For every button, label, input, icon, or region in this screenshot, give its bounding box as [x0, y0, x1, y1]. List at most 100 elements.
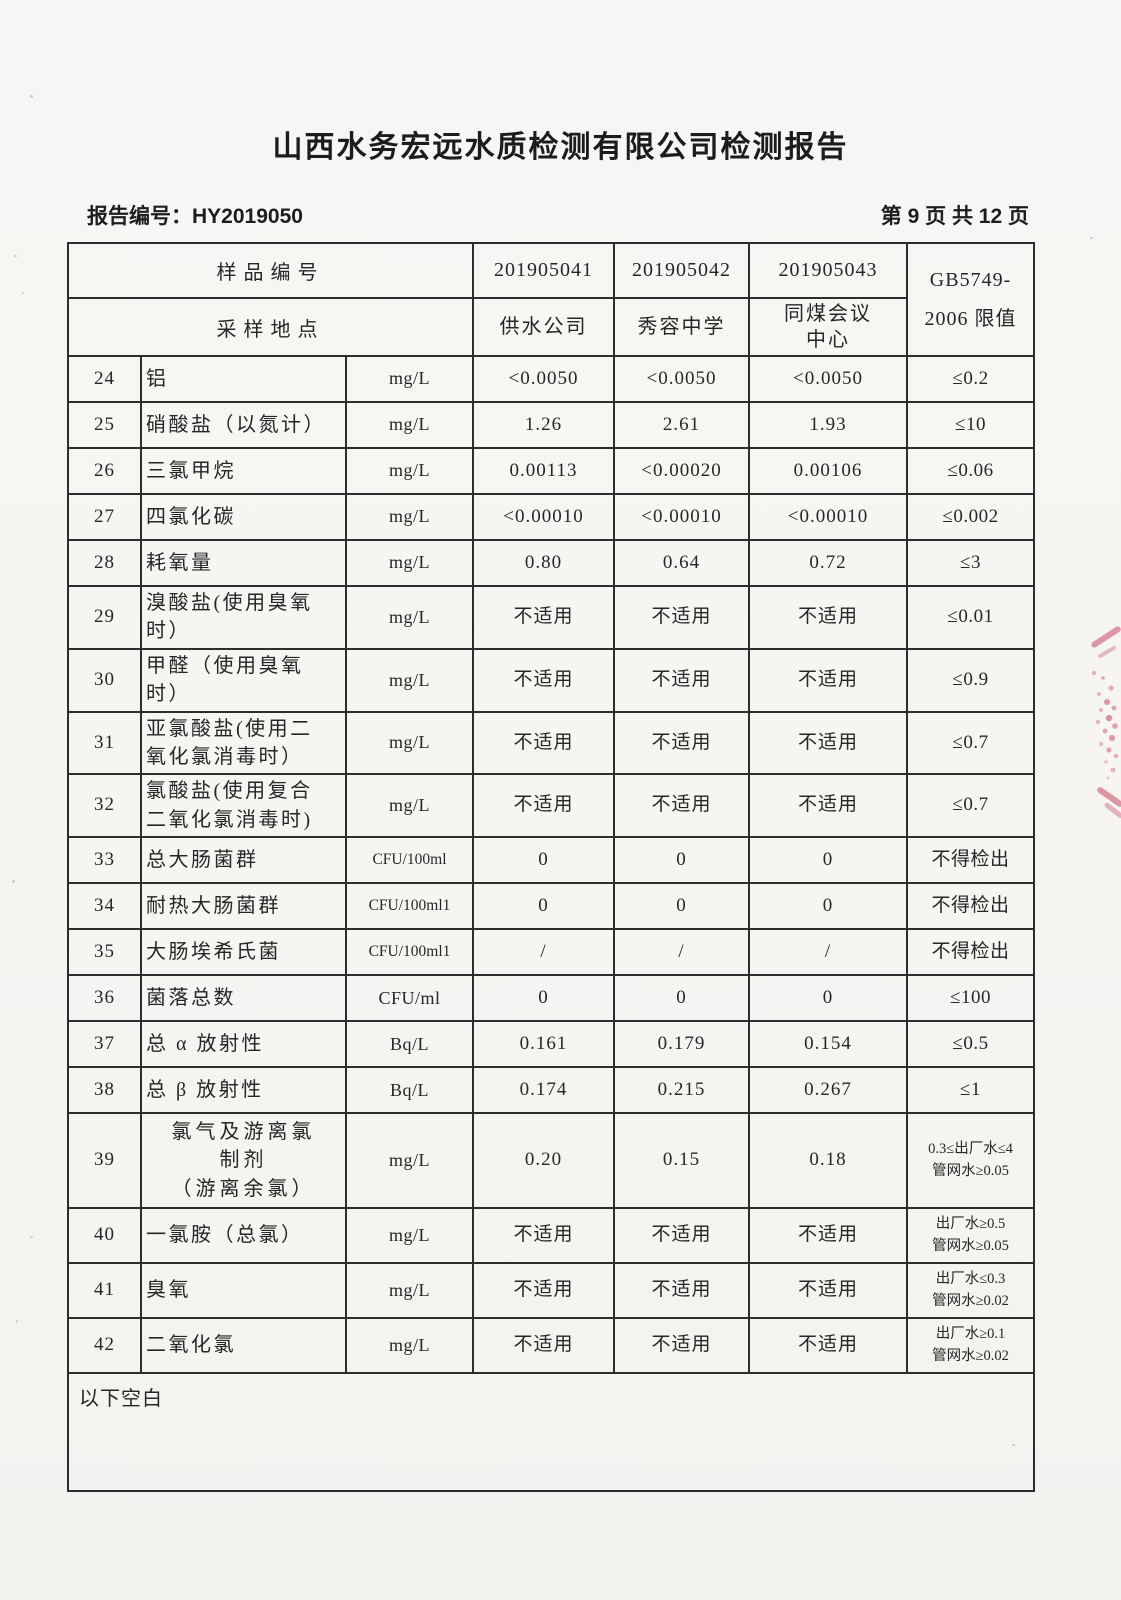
table-row: 38 总 β 放射性 Bq/L 0.174 0.215 0.267 ≤1	[67, 1066, 1036, 1115]
sample-value: 不适用	[613, 773, 751, 839]
limit-value: 0.3≤出厂水≤4 管网水≥0.05	[906, 1112, 1036, 1210]
header-sample-no-label: 样品编号	[66, 242, 475, 299]
header-sample-id-2: 201905042	[613, 242, 751, 299]
row-number: 34	[67, 882, 142, 931]
table-row: 33 总大肠菌群 CFU/100ml 0 0 0 不得检出	[67, 836, 1036, 885]
header-limit-line2: 2006 限值	[924, 307, 1017, 330]
sample-value: 不适用	[613, 710, 751, 776]
unit: mg/L	[344, 647, 475, 713]
unit: mg/L	[344, 1207, 475, 1265]
row-number: 31	[67, 710, 142, 776]
unit: mg/L	[344, 710, 475, 776]
limit-value: ≤0.7	[906, 773, 1036, 839]
unit: mg/L	[344, 1317, 475, 1375]
sample-value: 0.154	[748, 1020, 909, 1069]
row-number: 27	[67, 493, 142, 541]
sample-value: 1.93	[748, 401, 909, 449]
limit-value: ≤0.7	[906, 710, 1036, 776]
row-number: 29	[67, 585, 142, 650]
limit-value: 出厂水≤0.3 管网水≥0.02	[906, 1262, 1036, 1320]
sample-value: 不适用	[613, 1262, 751, 1320]
unit: CFU/100ml	[344, 836, 475, 885]
sample-value: 0.179	[613, 1020, 751, 1069]
table-row: 42 二氧化氯 mg/L 不适用 不适用 不适用 出厂水≥0.1 管网水≥0.02	[67, 1317, 1036, 1375]
table-row: 41 臭氧 mg/L 不适用 不适用 不适用 出厂水≤0.3 管网水≥0.02	[67, 1262, 1036, 1320]
sample-value: 0.215	[613, 1066, 751, 1115]
unit: mg/L	[344, 493, 475, 541]
footer-note: 以下空白	[66, 1372, 1036, 1493]
limit-value: ≤1	[906, 1066, 1036, 1115]
table-row: 25 硝酸盐（以氮计） mg/L 1.26 2.61 1.93 ≤10	[67, 401, 1036, 449]
report-number-value: HY2019050	[192, 205, 303, 228]
scan-speck	[16, 1320, 18, 1323]
unit: CFU/ml	[344, 974, 475, 1023]
table-body: 24 铝 mg/L <0.0050 <0.0050 <0.0050 ≤0.2 25 硝酸盐（以氮…	[67, 355, 1036, 1375]
unit: Bq/L	[344, 1066, 475, 1115]
parameter-name: 总大肠菌群	[140, 836, 347, 885]
sample-value: 0	[613, 974, 751, 1023]
parameter-name: 三氯甲烷	[140, 447, 347, 495]
sample-value: 不适用	[472, 585, 616, 650]
sample-value: <0.00020	[613, 447, 751, 495]
parameter-name: 总 β 放射性	[140, 1066, 347, 1115]
report-number-label: 报告编号：	[87, 205, 192, 228]
sample-value: 不适用	[472, 1262, 616, 1320]
scan-speck	[22, 292, 24, 294]
limit-value: 出厂水≥0.1 管网水≥0.02	[906, 1317, 1036, 1375]
sample-value: 0.20	[472, 1112, 616, 1210]
header-sample-id-3: 201905043	[748, 242, 909, 299]
sample-value: 不适用	[472, 710, 616, 776]
limit-value: 出厂水≥0.5 管网水≥0.05	[906, 1207, 1036, 1265]
sample-value: 不适用	[748, 585, 909, 650]
sample-value: 不适用	[472, 773, 616, 839]
limit-value: 不得检出	[906, 928, 1036, 977]
sample-value: 不适用	[748, 647, 909, 713]
header-location-1: 供水公司	[472, 297, 616, 357]
limit-value: 不得检出	[906, 882, 1036, 931]
sample-value: 0	[472, 836, 616, 885]
unit: mg/L	[344, 539, 475, 587]
sample-value: 不适用	[472, 1207, 616, 1265]
sample-value: /	[613, 928, 751, 977]
limit-value: ≤0.9	[906, 647, 1036, 713]
table-row: 32 氯酸盐(使用复合 二氧化氯消毒时) mg/L 不适用 不适用 不适用 ≤0.7	[67, 773, 1036, 839]
red-stamp-fragment	[1091, 626, 1121, 819]
unit: mg/L	[344, 773, 475, 839]
row-number: 24	[67, 355, 142, 403]
header-limit-line1: GB5749-	[929, 268, 1012, 291]
header-sample-id-1: 201905041	[472, 242, 616, 299]
table-row: 27 四氯化碳 mg/L <0.00010 <0.00010 <0.00010 ≤0.002	[67, 493, 1036, 541]
sample-value: 1.26	[472, 401, 616, 449]
report-number: 报告编号：HY2019050	[87, 200, 303, 230]
row-number: 28	[67, 539, 142, 587]
parameter-name: 氯气及游离氯 制剂 （游离余氯）	[140, 1112, 347, 1210]
sample-value: 0	[748, 974, 909, 1023]
scan-speck	[12, 880, 15, 883]
row-number: 39	[67, 1112, 142, 1210]
footer-row: 以下空白	[66, 1372, 1036, 1493]
sample-value: 0.161	[472, 1020, 616, 1069]
scan-speck	[1090, 237, 1093, 239]
sample-value: 0	[613, 882, 751, 931]
row-number: 30	[67, 647, 142, 713]
row-number: 38	[67, 1066, 142, 1115]
table-row: 28 耗氧量 mg/L 0.80 0.64 0.72 ≤3	[67, 539, 1036, 587]
sample-value: 0.64	[613, 539, 751, 587]
row-number: 25	[67, 401, 142, 449]
row-number: 36	[67, 974, 142, 1023]
table-row: 35 大肠埃希氏菌 CFU/100ml1// / 不得检出	[67, 928, 1036, 977]
sample-value: <0.00010	[748, 493, 909, 541]
table-row: 40 一氯胺（总氯） mg/L 不适用 不适用 不适用 出厂水≥0.5 管网水≥0.05	[67, 1207, 1036, 1265]
meta-row: 报告编号：HY2019050 第 9 页 共 12 页	[67, 200, 1033, 230]
sample-value: 0.72	[748, 539, 909, 587]
unit: Bq/L	[344, 1020, 475, 1069]
unit: CFU/100ml1	[344, 882, 475, 931]
header-location-label: 采样地点	[66, 297, 475, 357]
row-number: 33	[67, 836, 142, 885]
row-number: 26	[67, 447, 142, 495]
parameter-name: 一氯胺（总氯）	[140, 1207, 347, 1265]
row-number: 32	[67, 773, 142, 839]
unit: mg/L	[344, 401, 475, 449]
scan-speck	[30, 95, 33, 98]
